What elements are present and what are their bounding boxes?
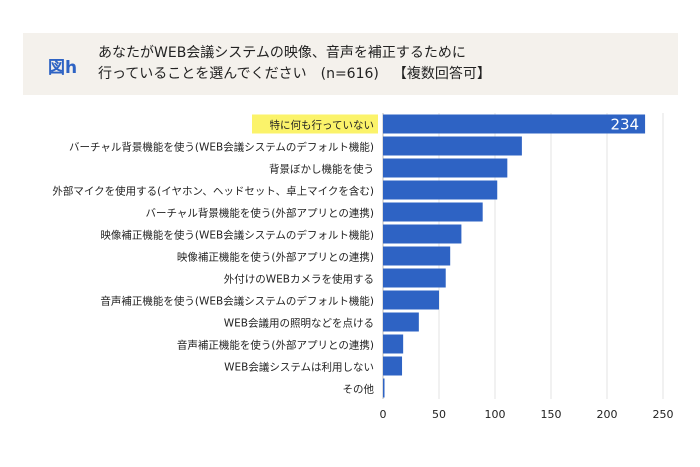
bar [383, 136, 522, 156]
bar [383, 180, 498, 200]
bar [383, 158, 508, 178]
bar [383, 246, 451, 266]
category-label: 音声補正機能を使う(WEB会議システムのデフォルト機能) [100, 295, 374, 308]
bar [383, 378, 385, 398]
title-line-1: あなたがWEB会議システムの映像、音声を補正するために [98, 45, 466, 61]
x-tick-label: 200 [597, 408, 618, 421]
chart-header: 図h あなたがWEB会議システムの映像、音声を補正するために 行っていることを選… [23, 33, 678, 95]
category-label: バーチャル背景機能を使う(外部アプリとの連携) [146, 207, 374, 220]
bar [383, 356, 403, 376]
bar [383, 268, 446, 288]
category-label: 背景ぼかし機能を使う [269, 163, 374, 176]
bar [383, 114, 646, 134]
bar [383, 334, 404, 354]
bar [383, 202, 483, 222]
sample-size: (n=616) [320, 66, 379, 82]
x-tick-label: 150 [541, 408, 562, 421]
x-tick-label: 250 [653, 408, 674, 421]
category-label: 映像補正機能を使う(外部アプリとの連携) [177, 251, 374, 264]
bar [383, 290, 439, 310]
category-label: 映像補正機能を使う(WEB会議システムのデフォルト機能) [100, 229, 374, 242]
figure-label: 図h [48, 58, 78, 78]
data-label: 234 [610, 116, 639, 134]
category-label: その他 [343, 383, 375, 396]
highlight-label-bg [252, 114, 378, 134]
category-label: 外部マイクを使用する(イヤホン、ヘッドセット、卓上マイクを含む) [52, 185, 374, 198]
answer-note: 【複数回答可】 [392, 66, 491, 82]
category-label: 特に何も行っていない [270, 119, 374, 132]
x-tick-label: 50 [432, 408, 446, 421]
category-label: バーチャル背景機能を使う(WEB会議システムのデフォルト機能) [69, 141, 374, 154]
bar [383, 224, 462, 244]
x-tick-label: 0 [380, 408, 387, 421]
category-label: WEB会議システムは利用しない [224, 361, 374, 374]
x-tick-label: 100 [485, 408, 506, 421]
chart-title: あなたがWEB会議システムの映像、音声を補正するために 行っていることを選んでく… [98, 43, 505, 85]
category-label: 音声補正機能を使う(外部アプリとの連携) [177, 339, 374, 352]
title-line-2: 行っていることを選んでください [98, 66, 307, 82]
bar [383, 312, 419, 332]
category-label: WEB会議用の照明などを点ける [224, 317, 374, 330]
category-label: 外付けのWEBカメラを使用する [224, 273, 374, 286]
